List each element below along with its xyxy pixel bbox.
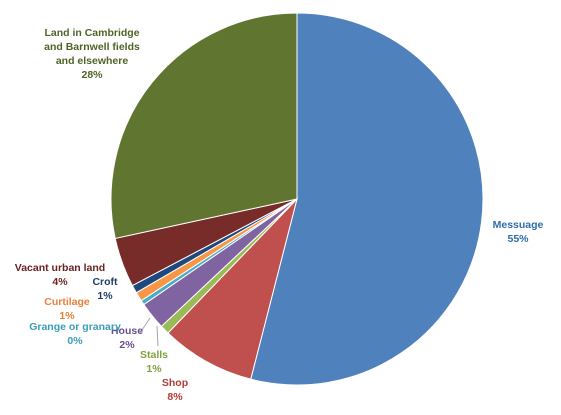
slice-label-croft: Croft 1% [92, 276, 118, 302]
slice-labels: Messuage 55% Shop 8%Stalls 1%House 2%Grange o… [15, 27, 544, 403]
leader-lines [139, 317, 159, 347]
pie-slice-messuage [250, 12, 484, 386]
slice-label-grange-or-granary: Grange or granary 0% [29, 321, 121, 347]
slice-label-vacant-urban-land: Vacant urban land 4% [15, 262, 105, 288]
pie-slices [110, 12, 484, 386]
leader-line-house [139, 317, 151, 334]
pie-slice-shop [167, 197, 298, 380]
slice-label-stalls: Stalls 1% [140, 349, 168, 375]
slice-label-curtilage: Curtilage 1% [44, 296, 90, 322]
slice-label-shop: Shop 8% [162, 377, 188, 403]
leader-line-stalls [156, 325, 159, 347]
slice-label-land-in-cambridge-and-barnwell-fields-and-elsewhere: Land in Cambridge and Barnwell fields and … [44, 27, 140, 81]
slice-label-messuage: Messuage 55% [493, 219, 544, 245]
slice-label-house: House 2% [111, 325, 143, 351]
pie-slice-land-in-cambridge-and-barnwell-fields-and-elsewhere [110, 12, 298, 240]
